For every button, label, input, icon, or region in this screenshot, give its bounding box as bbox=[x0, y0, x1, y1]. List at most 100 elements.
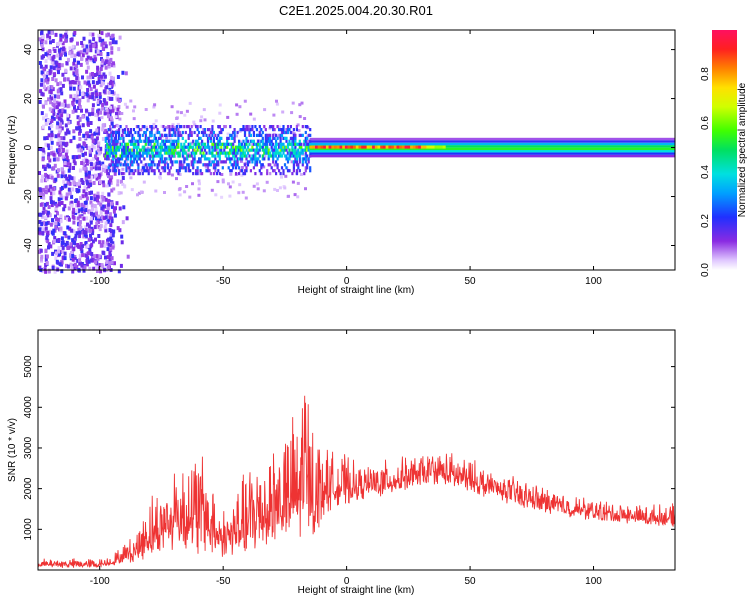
heatmap-cell bbox=[279, 136, 282, 140]
heatmap-cell bbox=[285, 130, 288, 135]
heatmap-cell bbox=[275, 145, 278, 149]
heatmap-cell bbox=[266, 145, 269, 149]
heatmap-cell bbox=[107, 64, 111, 69]
heatmap-cell bbox=[243, 142, 247, 146]
heatmap-cell bbox=[235, 154, 238, 158]
heatmap-cell bbox=[94, 44, 98, 49]
heatmap-cell bbox=[103, 153, 107, 158]
heatmap-cell bbox=[126, 130, 130, 135]
heatmap-cell bbox=[77, 106, 81, 110]
heatmap-cell bbox=[208, 163, 211, 167]
heatmap-cell bbox=[241, 128, 244, 132]
heatmap-cell bbox=[90, 135, 94, 140]
heatmap-cell bbox=[235, 166, 238, 170]
heatmap-cell bbox=[172, 142, 175, 146]
heatmap-cell bbox=[273, 169, 276, 173]
heatmap-cell bbox=[88, 247, 92, 252]
heatmap-cell bbox=[50, 60, 54, 65]
heatmap-cell bbox=[94, 173, 97, 178]
heatmap-cell bbox=[243, 133, 247, 137]
heatmap-cell bbox=[99, 269, 103, 274]
heatmap-cell bbox=[123, 154, 127, 158]
heatmap-cell bbox=[106, 172, 109, 176]
heatmap-cell bbox=[272, 136, 275, 140]
heatmap-cell bbox=[51, 265, 55, 270]
heatmap-cell bbox=[260, 172, 263, 176]
heatmap-cell bbox=[241, 148, 244, 152]
heatmap-cell bbox=[369, 145, 373, 149]
heatmap-cell bbox=[96, 65, 100, 70]
heatmap-cell bbox=[180, 145, 183, 149]
heatmap-cell bbox=[172, 145, 175, 149]
heatmap-cell bbox=[232, 130, 235, 135]
heatmap-cell bbox=[209, 151, 212, 155]
heatmap-cell bbox=[123, 102, 127, 106]
heatmap-cell bbox=[304, 125, 307, 129]
heatmap-cell bbox=[121, 154, 124, 158]
heatmap-cell bbox=[275, 160, 278, 164]
heatmap-cell bbox=[46, 210, 50, 215]
heatmap-cell bbox=[94, 237, 97, 242]
heatmap-cell bbox=[144, 136, 147, 140]
heatmap-cell bbox=[230, 136, 233, 140]
heatmap-cell bbox=[52, 116, 56, 121]
heatmap-cell bbox=[175, 151, 178, 155]
heatmap-cell bbox=[257, 142, 260, 146]
heatmap-cell bbox=[156, 130, 159, 135]
heatmap-cell bbox=[41, 187, 45, 192]
heatmap-cell bbox=[264, 139, 267, 143]
heatmap-cell bbox=[146, 154, 149, 158]
heatmap-cell bbox=[81, 152, 85, 157]
heatmap-cell bbox=[95, 161, 99, 166]
heatmap-cell bbox=[152, 122, 156, 126]
heatmap-cell bbox=[169, 128, 172, 132]
heatmap-cell bbox=[125, 157, 128, 161]
heatmap-cell bbox=[109, 57, 113, 62]
heatmap-cell bbox=[227, 157, 230, 161]
heatmap-cell bbox=[73, 255, 77, 259]
heatmap-cell bbox=[163, 163, 167, 167]
y-tick-label: 3000 bbox=[23, 436, 34, 459]
heatmap-cell bbox=[168, 128, 171, 132]
heatmap-cell bbox=[220, 142, 223, 146]
heatmap-cell bbox=[309, 166, 312, 170]
heatmap-cell bbox=[129, 163, 132, 167]
heatmap-cell bbox=[258, 130, 261, 135]
heatmap-cell bbox=[218, 111, 222, 115]
heatmap-cell bbox=[65, 192, 69, 197]
heatmap-cell bbox=[171, 133, 174, 137]
heatmap-cell bbox=[97, 151, 101, 156]
heatmap-cell bbox=[218, 151, 221, 155]
heatmap-cell bbox=[85, 58, 89, 63]
heatmap-cell bbox=[61, 154, 65, 159]
heatmap-cell bbox=[254, 154, 257, 158]
heatmap-cell bbox=[285, 139, 288, 143]
x-tick-label: 0 bbox=[344, 276, 350, 287]
heatmap-cell bbox=[105, 109, 109, 113]
heatmap-cell bbox=[169, 155, 173, 159]
heatmap-cell bbox=[171, 123, 175, 127]
heatmap-cell bbox=[110, 84, 114, 89]
heatmap-cell bbox=[149, 157, 152, 161]
heatmap-cell bbox=[97, 234, 101, 238]
heatmap-cell bbox=[91, 107, 95, 112]
heatmap-cell bbox=[147, 163, 150, 167]
heatmap-cell bbox=[152, 169, 155, 173]
heatmap-cell bbox=[93, 225, 97, 230]
heatmap-cell bbox=[70, 203, 74, 208]
heatmap-band-row bbox=[309, 154, 675, 158]
heatmap-cell bbox=[183, 166, 186, 170]
heatmap-cell bbox=[96, 112, 100, 117]
heatmap-cell bbox=[161, 148, 164, 152]
heatmap-cell bbox=[44, 121, 48, 126]
heatmap-cell bbox=[137, 172, 140, 176]
heatmap-cell bbox=[150, 166, 153, 170]
heatmap-cell bbox=[63, 77, 67, 82]
heatmap-cell bbox=[103, 244, 107, 248]
heatmap-cell bbox=[217, 133, 220, 137]
heatmap-cell bbox=[55, 148, 59, 153]
heatmap-cell bbox=[137, 166, 140, 170]
heatmap-cell bbox=[279, 128, 282, 132]
heatmap-cell bbox=[89, 228, 92, 233]
heatmap-cell bbox=[65, 30, 69, 35]
